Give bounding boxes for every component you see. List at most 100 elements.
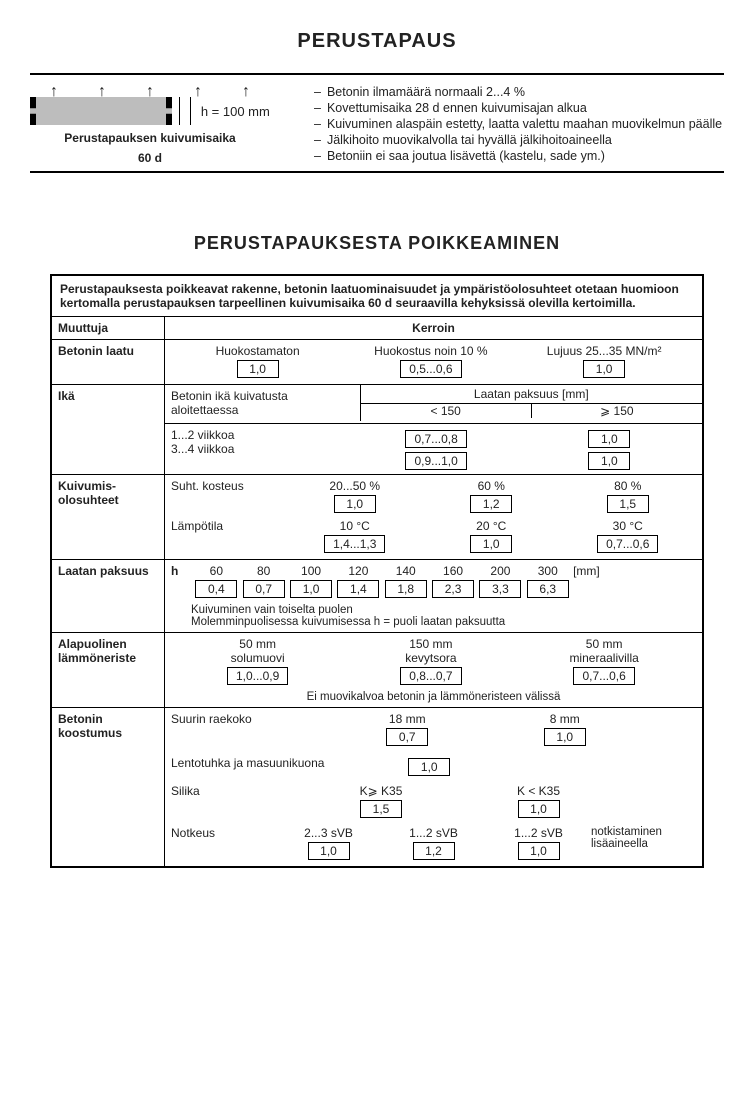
label-kuivumis: Kuivumis-olosuhteet bbox=[52, 475, 165, 559]
coef-box: 1,4 bbox=[337, 580, 379, 598]
section-top: h = 100 mm Perustapauksen kuivumisaika 6… bbox=[30, 79, 724, 167]
notkeus-note1: notkistaminen bbox=[591, 826, 696, 838]
rule-bottom bbox=[30, 171, 724, 173]
col-head: 80 % bbox=[560, 479, 697, 493]
alapuolinen-note: Ei muovikalvoa betonin ja lämmöneristeen… bbox=[171, 691, 696, 703]
coef-box: 0,9...1,0 bbox=[405, 452, 466, 470]
table-frame: Perustapauksesta poikkeavat rakenne, bet… bbox=[50, 274, 704, 868]
kuivumis-row1-label: Suht. kosteus bbox=[171, 479, 287, 515]
coef-box: 6,3 bbox=[527, 580, 569, 598]
ika-age: 1...2 viikkoa bbox=[171, 428, 350, 442]
col-head: Huokostus noin 10 % bbox=[344, 344, 517, 358]
kuivumis-row2-label: Lämpötila bbox=[171, 519, 287, 555]
label-paksuus: Laatan paksuus bbox=[52, 560, 165, 632]
col-head: 50 mm bbox=[171, 637, 344, 651]
col-head: 8 mm bbox=[486, 712, 644, 726]
row-alapuolinen: Alapuolinen lämmöneriste 50 mm solumuovi… bbox=[52, 633, 702, 708]
coef-box: 1,0 bbox=[588, 430, 630, 448]
coef-box: 1,2 bbox=[413, 842, 455, 860]
ika-col1: < 150 bbox=[361, 404, 532, 418]
col-head: 150 mm bbox=[344, 637, 517, 651]
col-head: 300 bbox=[526, 564, 570, 578]
coef-box: 0,5...0,6 bbox=[400, 360, 461, 378]
dimension-line bbox=[179, 97, 191, 125]
col-head: kevytsora bbox=[344, 651, 517, 665]
diagram-caption-2: 60 d bbox=[30, 151, 270, 165]
col-head: 1...2 sVB bbox=[486, 826, 591, 840]
bullet-item: Kovettumisaika 28 d ennen kuivumisajan a… bbox=[314, 101, 724, 115]
coef-box: 1,0 bbox=[588, 452, 630, 470]
coef-box: 0,7 bbox=[243, 580, 285, 598]
row-koostumus: Betonin koostumus Suurin raekoko 18 mm 0… bbox=[52, 708, 702, 866]
coef-box: 1,5 bbox=[360, 800, 402, 818]
ika-col2: ⩾ 150 bbox=[532, 404, 702, 418]
col-head: 1...2 sVB bbox=[381, 826, 486, 840]
coef-box: 0,4 bbox=[195, 580, 237, 598]
label-alapuolinen: Alapuolinen lämmöneriste bbox=[52, 633, 165, 707]
col-head: 30 °C bbox=[560, 519, 697, 533]
ika-age: 3...4 viikkoa bbox=[171, 442, 350, 456]
coef-box: 1,0 bbox=[334, 495, 376, 513]
diagram-caption-1: Perustapauksen kuivumisaika bbox=[30, 131, 270, 145]
coef-box: 1,0 bbox=[470, 535, 512, 553]
coef-box: 1,4...1,3 bbox=[324, 535, 385, 553]
silika-label: Silika bbox=[171, 784, 302, 820]
paksuus-h: h bbox=[171, 564, 191, 578]
lento-label: Lentotuhka ja masuunikuona bbox=[171, 756, 407, 778]
col-head: Huokostamaton bbox=[171, 344, 344, 358]
coef-box: 1,0 bbox=[237, 360, 279, 378]
ika-right-head: Laatan paksuus [mm] bbox=[361, 385, 702, 404]
col-head: Lujuus 25...35 MN/m² bbox=[518, 344, 691, 358]
col-head: 80 bbox=[242, 564, 286, 578]
header-kerroin: Kerroin bbox=[165, 317, 702, 339]
header-row: Muuttuja Kerroin bbox=[52, 317, 702, 340]
coef-box: 2,3 bbox=[432, 580, 474, 598]
coef-box: 1,0 bbox=[544, 728, 586, 746]
label-betonin-laatu: Betonin laatu bbox=[52, 340, 165, 384]
notkeus-label: Notkeus bbox=[171, 826, 276, 862]
label-ika: Ikä bbox=[52, 385, 165, 474]
col-head: mineraalivilla bbox=[518, 651, 691, 665]
intro-text: Perustapauksesta poikkeavat rakenne, bet… bbox=[52, 276, 702, 317]
row-betonin-laatu: Betonin laatu Huokostamaton 1,0 Huokostu… bbox=[52, 340, 702, 385]
bullet-item: Kuivuminen alaspäin estetty, laatta vale… bbox=[314, 117, 724, 131]
coef-box: 1,5 bbox=[607, 495, 649, 513]
coef-box: 0,7...0,6 bbox=[597, 535, 658, 553]
coef-box: 1,2 bbox=[470, 495, 512, 513]
coef-box: 0,7...0,6 bbox=[573, 667, 634, 685]
row-kuivumis: Kuivumis-olosuhteet Suht. kosteus 20...5… bbox=[52, 475, 702, 560]
col-head: 20 °C bbox=[423, 519, 560, 533]
rule-top bbox=[30, 73, 724, 75]
coef-box: 1,8 bbox=[385, 580, 427, 598]
coef-box: 1,0 bbox=[290, 580, 332, 598]
col-head: 20...50 % bbox=[287, 479, 424, 493]
coef-box: 1,0 bbox=[408, 758, 450, 776]
bullet-list: Betonin ilmamäärä normaali 2...4 % Kovet… bbox=[270, 85, 724, 165]
bullet-item: Jälkihoito muovikalvolla tai hyvällä jäl… bbox=[314, 133, 724, 147]
title-poikkeaminen: PERUSTAPAUKSESTA POIKKEAMINEN bbox=[30, 233, 724, 254]
coef-box: 1,0 bbox=[308, 842, 350, 860]
paksuus-note1: Kuivuminen vain toiselta puolen bbox=[191, 604, 696, 616]
col-head: 100 bbox=[289, 564, 333, 578]
coef-box: 1,0 bbox=[518, 842, 560, 860]
col-head: 140 bbox=[384, 564, 428, 578]
coef-box: 0,7...0,8 bbox=[405, 430, 466, 448]
header-muuttuja: Muuttuja bbox=[52, 317, 165, 339]
col-head: 2...3 sVB bbox=[276, 826, 381, 840]
paksuus-unit: [mm] bbox=[573, 564, 600, 578]
col-head: K < K35 bbox=[460, 784, 618, 798]
title-perustapaus: PERUSTAPAUS bbox=[30, 30, 724, 53]
col-head: 60 % bbox=[423, 479, 560, 493]
col-head: 18 mm bbox=[329, 712, 487, 726]
slab-diagram: h = 100 mm Perustapauksen kuivumisaika 6… bbox=[30, 85, 270, 165]
coef-box: 1,0...0,9 bbox=[227, 667, 288, 685]
col-head: 10 °C bbox=[287, 519, 424, 533]
notkeus-note2: lisäaineella bbox=[591, 838, 696, 850]
col-head: 50 mm bbox=[518, 637, 691, 651]
col-head: solumuovi bbox=[171, 651, 344, 665]
row-ika: Ikä Betonin ikä kuivatusta aloitettaessa… bbox=[52, 385, 702, 475]
col-head: 160 bbox=[431, 564, 475, 578]
ika-left: Betonin ikä kuivatusta aloitettaessa bbox=[165, 385, 361, 421]
col-head: 60 bbox=[194, 564, 238, 578]
bullet-item: Betonin ilmamäärä normaali 2...4 % bbox=[314, 85, 724, 99]
